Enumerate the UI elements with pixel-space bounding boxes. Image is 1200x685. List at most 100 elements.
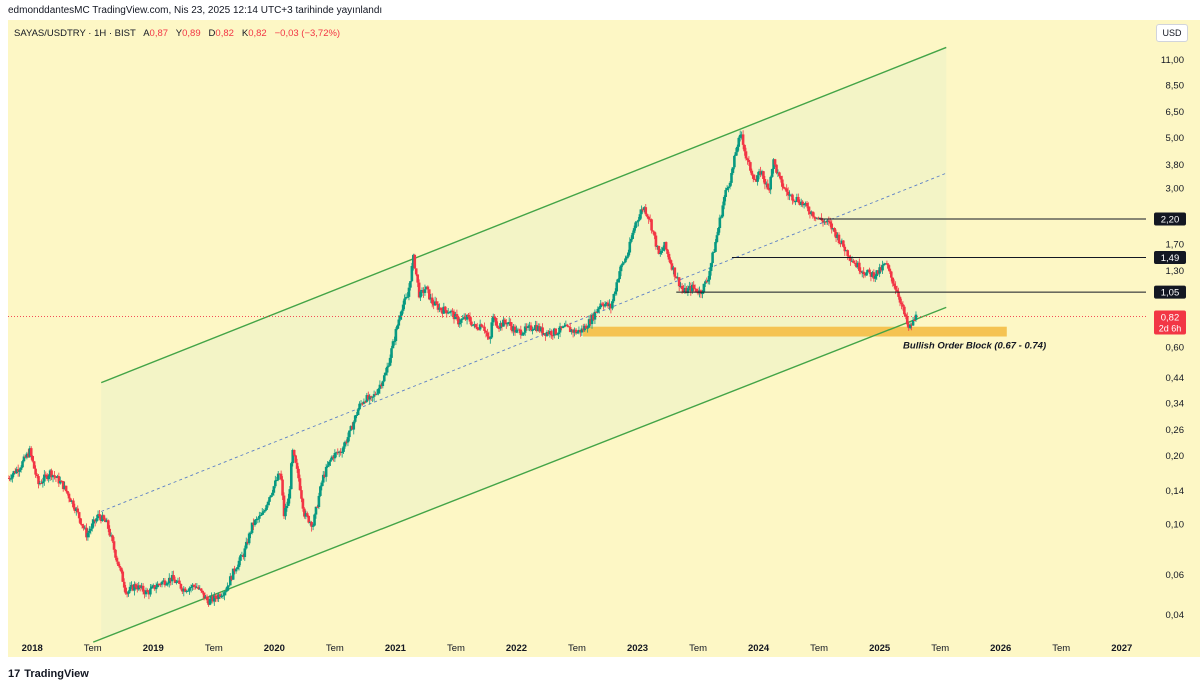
candle-down <box>677 277 681 287</box>
candle-down <box>181 588 184 592</box>
candle-down <box>380 384 383 387</box>
candle-up <box>387 365 390 367</box>
price-tick-label: 0,34 <box>1166 399 1185 410</box>
candle-up <box>489 337 492 339</box>
candle-up <box>597 307 601 309</box>
candle-down <box>897 291 900 297</box>
candle-down <box>69 498 72 502</box>
candle-up <box>170 575 174 582</box>
candle-down <box>13 471 17 474</box>
candle-up <box>327 461 331 466</box>
candle-up <box>704 281 707 284</box>
candle-up <box>688 286 691 289</box>
candle-up <box>878 267 881 274</box>
candle-up <box>875 270 879 277</box>
candle-down <box>443 306 447 311</box>
tradingview-logo[interactable]: 17 TradingView <box>8 668 89 680</box>
candle-down <box>436 303 440 310</box>
candle-up <box>140 585 143 588</box>
candle-up <box>679 285 682 287</box>
candle-up <box>311 525 315 527</box>
candle-up <box>410 265 414 282</box>
candle-down <box>767 189 771 191</box>
currency-button[interactable]: USD <box>1156 24 1188 42</box>
candle-down <box>581 328 585 331</box>
candle-down <box>351 426 354 430</box>
candle-down <box>147 591 151 595</box>
candle-down <box>807 206 810 212</box>
candle-down <box>754 179 758 182</box>
candle-down <box>782 186 786 189</box>
candle-up <box>48 470 52 477</box>
candle-up <box>88 530 91 533</box>
level-tag-box <box>1154 285 1186 299</box>
price-chart[interactable]: Bullish Order Block (0.67 - 0.74) <box>8 20 1146 657</box>
candle-down <box>913 320 916 322</box>
candle-down <box>104 519 107 523</box>
candle-down <box>480 324 483 327</box>
candle-down <box>16 469 20 472</box>
candle-down <box>898 296 902 303</box>
candle-up <box>250 522 254 533</box>
candle-down <box>786 191 790 196</box>
candle-up <box>721 205 725 217</box>
time-axis[interactable]: 2018 Tem 2019 Tem 2020 Tem 2021 Tem 2022 Tem 2023 T… <box>8 637 1146 657</box>
candle-up <box>74 508 78 511</box>
candle-up <box>356 409 360 416</box>
candle-up <box>51 475 55 478</box>
candle-down <box>114 549 117 558</box>
candle-up <box>289 463 293 490</box>
candle-up <box>63 485 66 490</box>
candle-down <box>307 515 311 523</box>
candle-up <box>557 332 560 335</box>
time-tick-label: 2026 <box>990 643 1011 654</box>
chart-area[interactable]: Bullish Order Block (0.67 - 0.74) <box>8 20 1146 657</box>
candle-down <box>876 270 880 274</box>
candle-down <box>666 249 669 254</box>
candle-up <box>528 325 531 327</box>
candle-up <box>266 501 270 506</box>
candle-down <box>112 541 116 550</box>
candle-up <box>561 326 565 328</box>
candle-up <box>398 315 402 320</box>
candle-down <box>651 230 655 232</box>
price-axis-scale[interactable]: 15,0011,008,506,505,003,803,001,701,300,… <box>1146 20 1200 657</box>
candle-up <box>372 394 376 397</box>
candle-up <box>772 159 775 170</box>
candle-up <box>43 474 46 482</box>
candle-up <box>275 479 279 481</box>
candle-down <box>131 585 135 591</box>
price-axis[interactable]: 15,0011,008,506,505,003,803,001,701,300,… <box>1146 20 1200 657</box>
candle-down <box>885 263 889 265</box>
candle-up <box>271 492 274 496</box>
candle-down <box>584 325 588 329</box>
candle-down <box>887 264 890 269</box>
candle-down <box>27 453 30 457</box>
candle-up <box>625 256 629 259</box>
brand-name: TradingView <box>24 668 89 680</box>
candle-down <box>432 303 435 306</box>
candle-up <box>329 459 332 462</box>
candle-down <box>762 171 765 179</box>
candle-up <box>720 216 723 218</box>
candle-up <box>634 222 637 229</box>
candle-down <box>653 231 656 236</box>
level-tag-box <box>1154 212 1186 226</box>
candle-down <box>141 585 145 592</box>
candle-up <box>226 586 229 592</box>
candle-down <box>242 555 245 558</box>
candle-down <box>509 322 512 326</box>
candle-down <box>648 219 652 221</box>
candle-up <box>133 584 136 591</box>
candle-down <box>118 566 122 568</box>
candle-down <box>316 506 319 508</box>
symbol-name[interactable]: SAYAS/USDTRY · 1H · BIST <box>14 28 136 39</box>
candle-up <box>156 583 159 588</box>
candle-down <box>910 324 913 326</box>
candle-up <box>263 509 267 512</box>
candle-down <box>159 583 162 585</box>
candle-up <box>810 211 813 215</box>
time-axis-scale[interactable]: 2018 Tem 2019 Tem 2020 Tem 2021 Tem 2022 Tem 2023 T… <box>8 637 1146 657</box>
candle-down <box>497 327 501 329</box>
candle-up <box>522 332 526 335</box>
